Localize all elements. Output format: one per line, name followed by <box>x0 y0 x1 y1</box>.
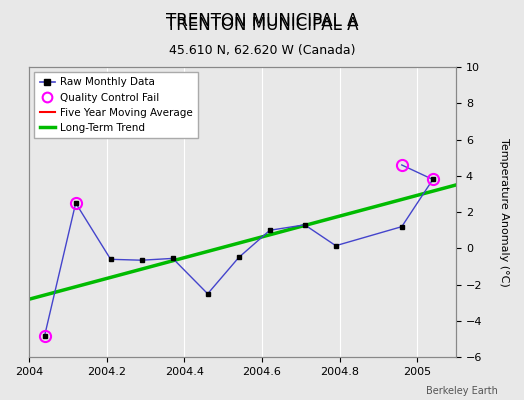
Text: TRENTON MUNICIPAL A: TRENTON MUNICIPAL A <box>166 12 358 30</box>
Text: TRENTON MUNICIPAL A: TRENTON MUNICIPAL A <box>166 16 358 34</box>
Legend: Raw Monthly Data, Quality Control Fail, Five Year Moving Average, Long-Term Tren: Raw Monthly Data, Quality Control Fail, … <box>35 72 198 138</box>
Y-axis label: Temperature Anomaly (°C): Temperature Anomaly (°C) <box>499 138 509 286</box>
Text: Berkeley Earth: Berkeley Earth <box>426 386 498 396</box>
Text: 45.610 N, 62.620 W (Canada): 45.610 N, 62.620 W (Canada) <box>169 44 355 57</box>
